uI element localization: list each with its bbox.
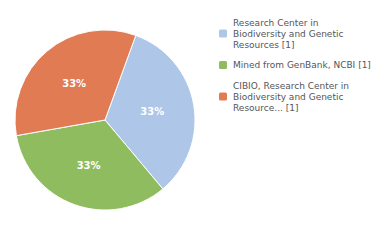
svg-text:33%: 33% [62, 78, 86, 89]
svg-text:Resource... [1]: Resource... [1] [233, 103, 298, 113]
svg-text:Mined from GenBank, NCBI [1]: Mined from GenBank, NCBI [1] [233, 60, 371, 70]
svg-text:33%: 33% [77, 160, 101, 171]
svg-text:33%: 33% [140, 106, 164, 117]
svg-text:CIBIO, Research Center in: CIBIO, Research Center in [233, 81, 349, 91]
svg-text:Biodiversity and Genetic: Biodiversity and Genetic [233, 92, 343, 102]
svg-text:Research Center in: Research Center in [233, 18, 319, 28]
svg-text:Resources [1]: Resources [1] [233, 40, 295, 50]
svg-text:Biodiversity and Genetic: Biodiversity and Genetic [233, 29, 343, 39]
